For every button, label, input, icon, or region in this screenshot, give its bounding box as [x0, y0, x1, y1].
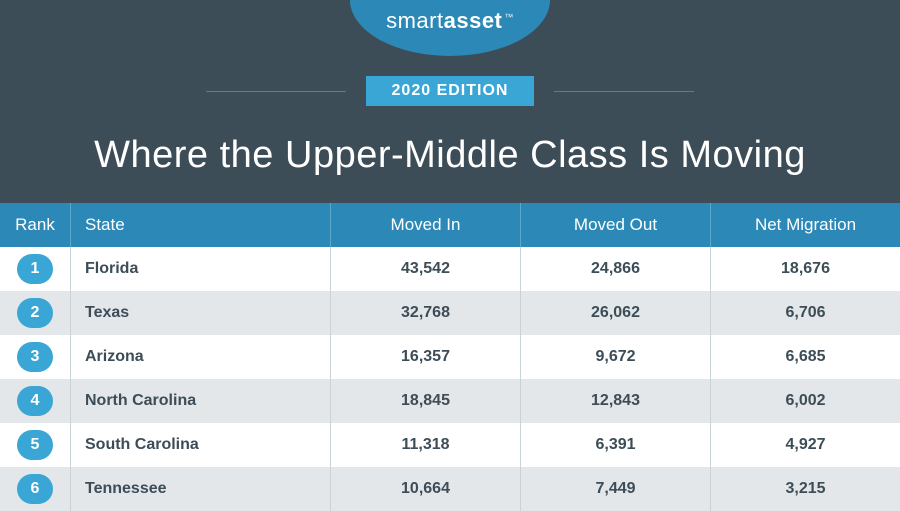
moved-out-cell: 6,391: [520, 423, 710, 467]
state-cell: Florida: [70, 247, 330, 291]
brand-text: smartasset™: [386, 8, 514, 34]
table-row: 5 South Carolina11,3186,3914,927: [0, 423, 900, 467]
moved-in-cell: 16,357: [330, 335, 520, 379]
state-cell: Arizona: [70, 335, 330, 379]
net-cell: 6,685: [710, 335, 900, 379]
moved-out-cell: 12,843: [520, 379, 710, 423]
col-out: Moved Out: [520, 203, 710, 247]
infographic-root: smartasset™ 2020 EDITION Where the Upper…: [0, 0, 900, 500]
rank-pill: 1: [17, 254, 53, 284]
col-net: Net Migration: [710, 203, 900, 247]
divider-left: [206, 91, 346, 92]
rank-pill: 2: [17, 298, 53, 328]
state-cell: Texas: [70, 291, 330, 335]
moved-in-cell: 11,318: [330, 423, 520, 467]
table-row: 3 Arizona16,3579,6726,685: [0, 335, 900, 379]
moved-out-cell: 9,672: [520, 335, 710, 379]
rank-cell: 5: [0, 423, 70, 467]
moved-in-cell: 10,664: [330, 467, 520, 511]
brand-prefix: smart: [386, 8, 444, 33]
rank-cell: 6: [0, 467, 70, 511]
moved-in-cell: 18,845: [330, 379, 520, 423]
table-row: 1 Florida43,54224,86618,676: [0, 247, 900, 291]
rank-cell: 1: [0, 247, 70, 291]
net-cell: 6,002: [710, 379, 900, 423]
divider-right: [554, 91, 694, 92]
net-cell: 4,927: [710, 423, 900, 467]
moved-out-cell: 7,449: [520, 467, 710, 511]
page-title: Where the Upper-Middle Class Is Moving: [0, 134, 900, 177]
state-cell: South Carolina: [70, 423, 330, 467]
moved-in-cell: 32,768: [330, 291, 520, 335]
state-cell: North Carolina: [70, 379, 330, 423]
edition-label: 2020 EDITION: [392, 82, 509, 99]
col-state: State: [70, 203, 330, 247]
col-in: Moved In: [330, 203, 520, 247]
state-cell: Tennessee: [70, 467, 330, 511]
edition-ribbon: 2020 EDITION: [366, 76, 535, 106]
edition-row: 2020 EDITION: [0, 76, 900, 106]
rank-cell: 2: [0, 291, 70, 335]
brand-badge: smartasset™: [350, 0, 550, 56]
migration-table: Rank State Moved In Moved Out Net Migrat…: [0, 203, 900, 511]
brand-trademark: ™: [504, 12, 514, 22]
table-body: 1 Florida43,54224,86618,676 2 Texas32,76826…: [0, 247, 900, 511]
rank-pill: 5: [17, 430, 53, 460]
table-row: 2 Texas32,76826,0626,706: [0, 291, 900, 335]
moved-in-cell: 43,542: [330, 247, 520, 291]
rank-cell: 4: [0, 379, 70, 423]
net-cell: 3,215: [710, 467, 900, 511]
table-row: 4 North Carolina18,84512,8436,002: [0, 379, 900, 423]
rank-pill: 4: [17, 386, 53, 416]
moved-out-cell: 24,866: [520, 247, 710, 291]
rank-cell: 3: [0, 335, 70, 379]
col-rank: Rank: [0, 203, 70, 247]
net-cell: 18,676: [710, 247, 900, 291]
moved-out-cell: 26,062: [520, 291, 710, 335]
table-row: 6Tennessee10,6647,4493,215: [0, 467, 900, 511]
net-cell: 6,706: [710, 291, 900, 335]
table-header: Rank State Moved In Moved Out Net Migrat…: [0, 203, 900, 247]
rank-pill: 3: [17, 342, 53, 372]
brand-suffix: asset: [444, 8, 503, 33]
